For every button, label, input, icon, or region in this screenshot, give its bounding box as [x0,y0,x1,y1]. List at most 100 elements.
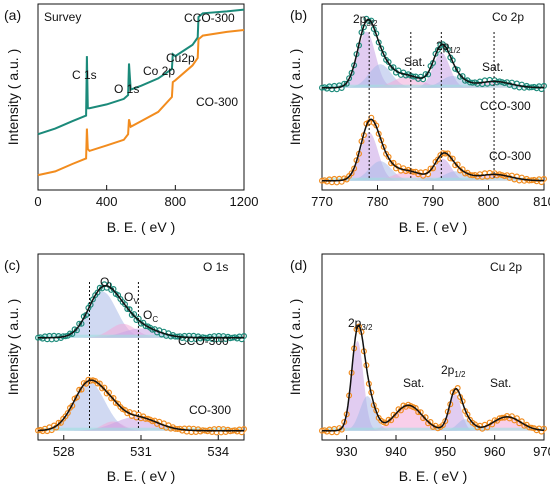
background-band [324,84,542,88]
panel-title: O 1s [203,260,228,274]
x-tick-label: 930 [336,444,358,459]
annotation-co2p: Co 2p [143,64,175,78]
x-ticks: 770 780 790 800 810 [311,185,550,209]
annotation-2p32: 2p3/2 [353,12,378,28]
data-marker [412,405,419,412]
annotation-sat: Sat. [490,376,511,390]
x-axis-title: B. E. ( eV ) [107,219,175,235]
label-co-300: CO-300 [189,403,231,417]
x-tick-label: 800 [164,194,186,209]
data-marker [464,411,471,418]
fit-component [322,158,544,181]
series-group [34,281,248,436]
x-tick-label: 770 [311,194,333,209]
data-marker [378,45,385,52]
x-ticks: 528 531 534 [53,435,229,459]
background-band [324,177,542,181]
data-marker [94,289,101,296]
panel-letter: (a) [4,7,21,23]
annotation-sat: Sat. [403,376,424,390]
panel-title: Survey [44,10,81,24]
panel-b-co2p: (b) Co 2p 770 780 790 800 810 2p3/2 Sat. 2p1… [287,3,550,235]
annotation-2p12: 2p1/2 [436,39,461,55]
data-marker [415,409,422,416]
x-tick-label: 1200 [230,194,259,209]
panel-c-o1s: (c) O 1s 528 531 534 OL OV OC CCO-300 CO-3… [4,253,248,484]
plot-frame [37,3,245,191]
fit-component [322,64,544,88]
x-axis-title: B. E. ( eV ) [399,468,467,484]
x-ticks: 0 400 800 1200 [34,185,258,209]
x-tick-label: 940 [385,444,407,459]
data-marker [64,410,71,417]
label-cco-300: CCO-300 [184,11,235,25]
x-axis-title: B. E. ( eV ) [107,468,175,484]
x-tick-label: 810 [533,194,550,209]
series-line-co-300 [37,29,245,177]
series-group [319,323,547,436]
x-tick-label: 400 [96,194,118,209]
panel-letter: (b) [290,7,307,23]
y-axis-title: Intensity ( a.u. ) [5,299,21,395]
data-marker [343,80,350,87]
series-line-cco-300 [37,8,245,136]
x-tick-label: 950 [434,444,456,459]
label-cco-300: CCO-300 [480,99,531,113]
annotation-cu2p: Cu2p [166,51,195,65]
panel-title: Cu 2p [490,260,522,274]
label-co-300: CO-300 [196,95,238,109]
x-tick-label: 970 [533,444,550,459]
panel-a-survey: (a) Survey 0 400 800 1200 C 1s O 1s Co 2p C… [4,3,258,235]
x-tick-label: 531 [130,444,152,459]
data-marker [87,301,94,308]
data-marker [348,170,355,177]
panel-letter: (d) [290,257,307,273]
fit-envelope-co-300 [322,118,544,182]
data-marker [508,413,515,420]
annotation-sat: Sat. [404,55,425,69]
data-marker [121,301,128,308]
fit-component [322,161,544,181]
panel-title: Co 2p [492,10,524,24]
y-axis-title: Intensity ( a.u. ) [287,49,303,145]
x-tick-label: 960 [484,444,506,459]
data-marker [380,50,387,57]
data-marker [338,84,345,91]
background-band [40,427,242,431]
data-marker [434,156,441,163]
plot-frame [321,253,545,441]
label-co-300: CO-300 [489,149,531,163]
data-marker [124,306,131,313]
x-axis-title: B. E. ( eV ) [399,219,467,235]
annotation-o1s: O 1s [114,82,139,96]
fit-component [322,52,544,88]
annotation-oc: OC [143,308,158,324]
x-tick-label: 780 [367,194,389,209]
fit-envelope-cco-300 [322,18,544,89]
y-axis-title: Intensity ( a.u. ) [5,49,21,145]
fit-envelope-cco-300 [38,285,244,339]
label-cco-300: CCO-300 [178,334,229,348]
series-group [319,15,547,186]
x-ticks: 930 940 950 960 970 [336,435,550,459]
x-tick-label: 528 [53,444,75,459]
x-tick-label: 790 [422,194,444,209]
fit-component [322,416,544,431]
data-marker [94,380,101,387]
annotation-2p12: 2p1/2 [441,363,466,379]
series-group [37,8,245,177]
data-marker [528,424,535,431]
data-marker [346,75,353,82]
annotation-c1s: C 1s [72,68,97,82]
y-axis-title: Intensity ( a.u. ) [287,299,303,395]
panel-d-cu2p: (d) Cu 2p 930 940 950 960 970 2p3/2 Sat. 2p1… [287,253,550,484]
data-marker [356,323,363,330]
background-band [40,334,242,338]
data-marker [434,46,441,53]
fit-component [38,416,244,431]
fit-envelope-co-300 [322,324,545,432]
x-tick-label: 0 [34,194,41,209]
annotation-ov: OV [124,290,139,306]
annotation-2p32: 2p3/2 [348,316,373,332]
